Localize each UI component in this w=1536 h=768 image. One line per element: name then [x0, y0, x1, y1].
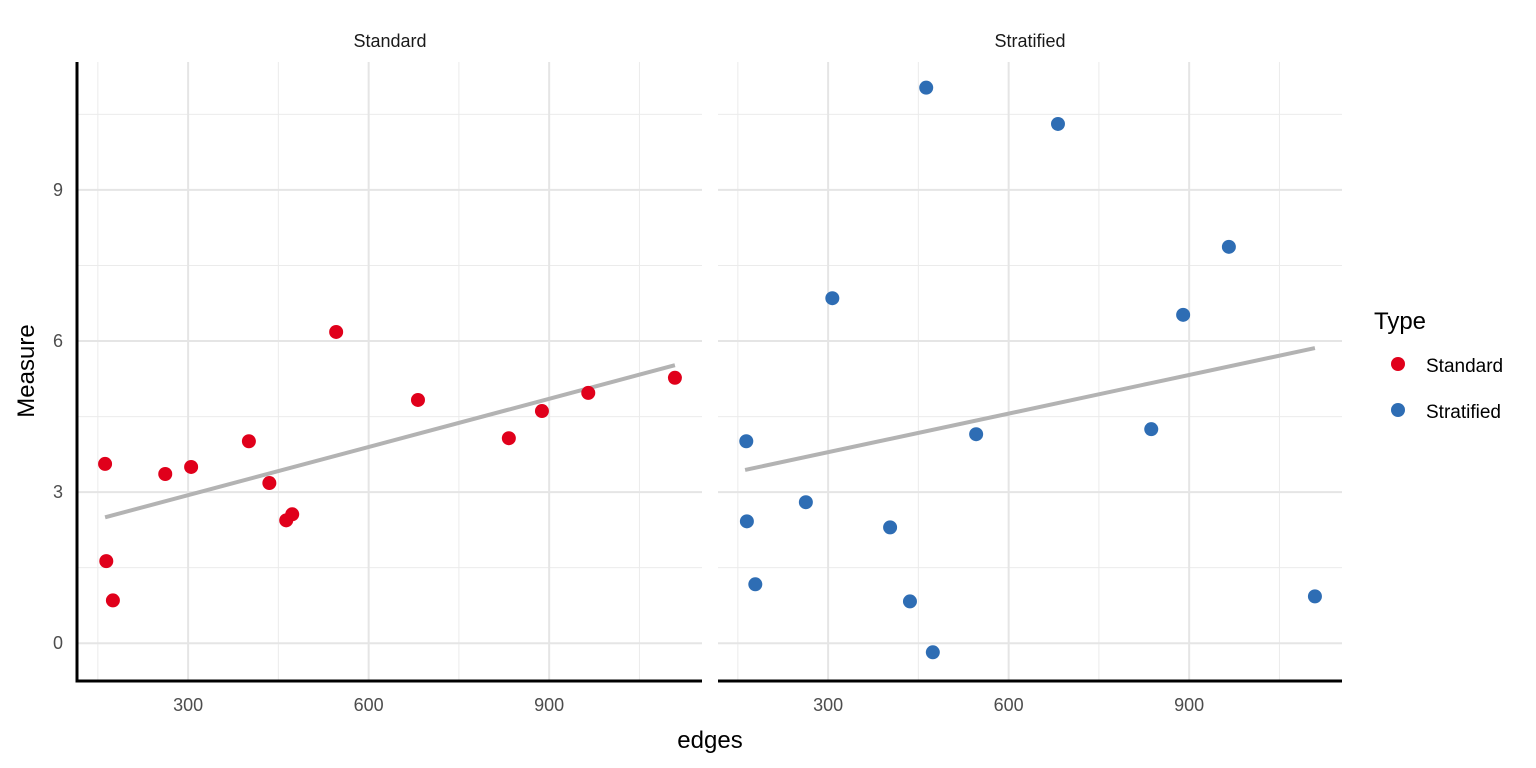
data-point-stratified: [1144, 422, 1159, 437]
legend-title: Type: [1374, 308, 1426, 335]
x-axis-title: edges: [677, 727, 742, 754]
data-point-standard: [534, 404, 549, 419]
data-point-stratified: [883, 520, 898, 535]
data-point-stratified: [748, 577, 763, 592]
y-tick-label: 0: [53, 633, 63, 653]
y-tick-label: 6: [53, 331, 63, 351]
data-point-stratified: [739, 434, 754, 449]
data-point-stratified: [1176, 307, 1191, 322]
legend-label-stratified: Stratified: [1426, 402, 1501, 423]
trend-line: [104, 363, 676, 520]
data-point-standard: [98, 456, 113, 471]
data-point-stratified: [969, 427, 984, 442]
data-point-standard: [285, 507, 300, 522]
legend-label-standard: Standard: [1426, 356, 1503, 377]
facet-strip-label: Standard: [353, 31, 426, 51]
data-point-standard: [241, 434, 256, 449]
trend-line: [744, 346, 1316, 472]
legend: Type Standard Stratified: [1374, 308, 1503, 423]
data-point-stratified: [1221, 239, 1236, 254]
data-point-stratified: [919, 80, 934, 95]
data-point-standard: [184, 459, 199, 474]
x-tick-label: 600: [994, 695, 1024, 715]
legend-key-stratified: [1391, 403, 1405, 417]
data-point-stratified: [825, 291, 840, 306]
data-point-stratified: [1050, 116, 1065, 131]
data-point-standard: [501, 431, 516, 446]
panel-stratified: 300 600 900 Stratified: [718, 31, 1342, 715]
data-point-standard: [581, 385, 596, 400]
data-point-stratified: [739, 514, 754, 529]
data-point-standard: [329, 324, 344, 339]
x-tick-label: 900: [1174, 695, 1204, 715]
x-tick-label: 900: [534, 695, 564, 715]
x-tick-label: 300: [173, 695, 203, 715]
data-point-standard: [262, 476, 277, 491]
panel-standard: 300 600 900 0 3 6 9 Standard: [53, 31, 702, 715]
data-point-standard: [105, 593, 120, 608]
data-point-standard: [158, 466, 173, 481]
x-tick-label: 300: [813, 695, 843, 715]
data-point-standard: [410, 392, 425, 407]
y-tick-label: 3: [53, 482, 63, 502]
x-tick-label: 600: [354, 695, 384, 715]
data-point-stratified: [1307, 589, 1322, 604]
data-point-standard: [667, 370, 682, 385]
data-point-stratified: [925, 645, 940, 660]
data-point-standard: [99, 554, 114, 569]
legend-key-standard: [1391, 357, 1405, 371]
data-point-stratified: [798, 495, 813, 510]
facet-strip-label: Stratified: [994, 31, 1065, 51]
data-point-stratified: [902, 594, 917, 609]
y-tick-label: 9: [53, 180, 63, 200]
y-axis-title: Measure: [13, 324, 40, 417]
